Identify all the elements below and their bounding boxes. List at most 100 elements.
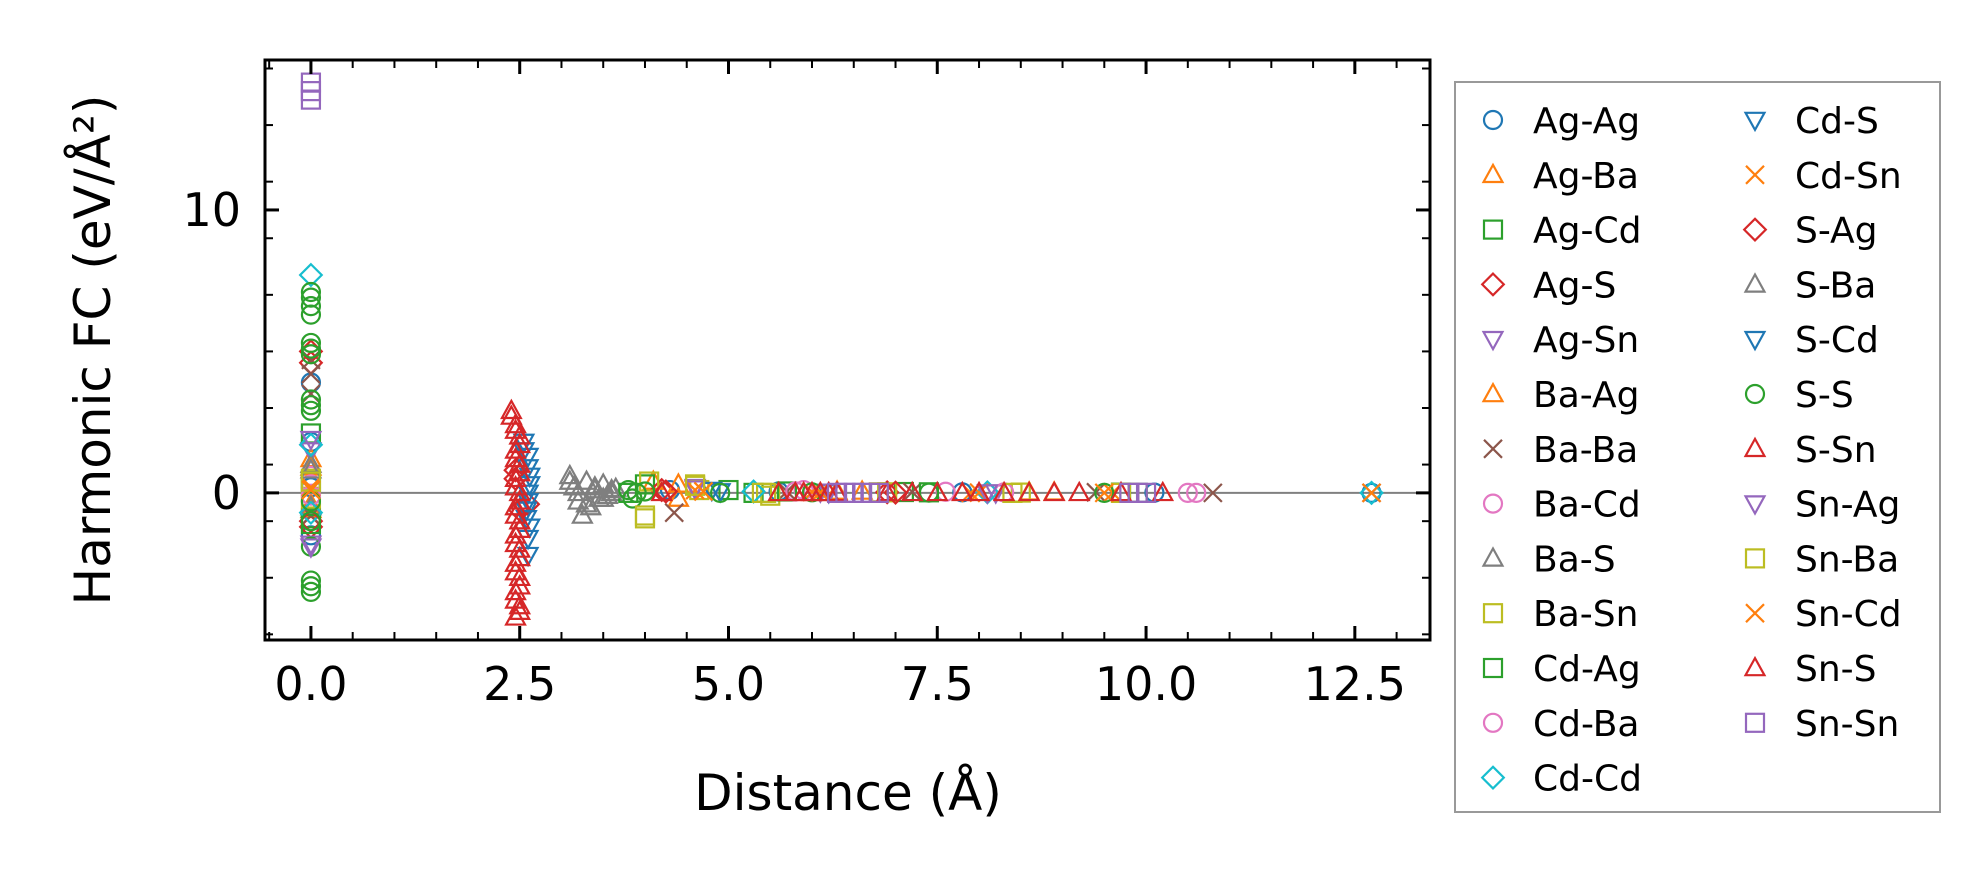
legend-marker	[1744, 548, 1766, 569]
data-point	[301, 480, 321, 500]
data-point	[575, 492, 598, 513]
data-point	[951, 480, 974, 502]
legend-marker	[1744, 712, 1766, 733]
legend-item: Ba-Ba	[1483, 430, 1638, 471]
x-tick-label: 5.0	[692, 657, 765, 711]
data-point	[300, 491, 322, 512]
legend-item: S-Sn	[1743, 430, 1877, 471]
data-point	[300, 395, 322, 416]
series-cd-sn	[301, 477, 1382, 503]
data-point	[685, 480, 705, 500]
legend-label: Ba-Ba	[1533, 430, 1638, 471]
data-point	[1135, 482, 1157, 503]
data-point	[1067, 480, 1091, 502]
legend-item: Cd-Sn	[1745, 156, 1902, 197]
data-point	[1151, 480, 1175, 502]
data-point	[1094, 483, 1115, 503]
legend-item: S-Cd	[1743, 320, 1879, 361]
legend-item: Sn-Sn	[1744, 704, 1899, 745]
data-point	[1186, 482, 1207, 503]
legend-marker	[1483, 439, 1503, 459]
legend-marker	[1482, 712, 1504, 733]
series-sn-s	[500, 404, 1175, 621]
legend-label: Cd-Ag	[1533, 649, 1641, 690]
data-point	[508, 489, 532, 510]
data-point	[504, 475, 527, 496]
legend-marker	[1745, 165, 1765, 185]
data-point	[1359, 480, 1384, 506]
x-tick-label: 12.5	[1304, 657, 1406, 711]
data-point	[1094, 482, 1115, 503]
legend-item: Cd-Cd	[1480, 759, 1642, 800]
data-point	[300, 296, 322, 317]
series-ag-s	[298, 339, 900, 540]
legend-item: Cd-S	[1743, 101, 1879, 142]
legend-label: Cd-Cd	[1533, 759, 1642, 800]
data-point	[299, 458, 323, 479]
x-tick-label: 2.5	[483, 657, 556, 711]
data-point	[639, 471, 660, 492]
data-point	[300, 281, 322, 303]
legend-item: Ag-Ag	[1482, 101, 1640, 142]
data-point	[508, 574, 532, 595]
data-point	[634, 505, 656, 526]
data-point	[558, 469, 582, 490]
data-point	[301, 477, 321, 497]
legend-item: Cd-Ag	[1482, 649, 1641, 690]
legend-item: Ag-Ba	[1481, 156, 1639, 197]
series-s-s	[300, 281, 1115, 603]
data-point	[504, 559, 527, 581]
legend-marker	[1481, 330, 1505, 352]
legend-label: Sn-Ag	[1795, 485, 1900, 526]
legend-box	[1454, 81, 1941, 813]
data-point	[504, 503, 527, 524]
data-point	[1017, 480, 1041, 502]
data-point	[500, 404, 523, 425]
data-point	[902, 482, 922, 502]
legend-label: Cd-Sn	[1795, 156, 1902, 197]
legend-marker	[1742, 217, 1768, 242]
data-point	[900, 480, 924, 502]
legend-label: Ag-Sn	[1533, 320, 1639, 361]
data-point	[1361, 482, 1382, 503]
data-point	[667, 486, 690, 507]
legend-label: Ag-S	[1533, 265, 1616, 306]
legend-item: Ba-Cd	[1482, 485, 1641, 526]
legend-item: S-S	[1744, 375, 1854, 416]
legend-label: Sn-S	[1795, 649, 1877, 690]
legend-marker	[1481, 546, 1505, 567]
legend-marker	[1743, 655, 1767, 677]
data-point	[1177, 482, 1198, 503]
legend-label: S-Ag	[1795, 211, 1878, 252]
data-point	[508, 599, 532, 621]
legend-marker	[1481, 381, 1505, 403]
data-point	[918, 482, 940, 503]
legend-marker	[1743, 436, 1767, 458]
legend-item: Ba-Ag	[1481, 375, 1639, 416]
legend-marker	[1743, 272, 1767, 293]
legend-item: Ag-Cd	[1482, 211, 1641, 252]
data-point	[684, 475, 706, 496]
legend-item: Sn-Ba	[1744, 539, 1899, 580]
data-point	[976, 484, 999, 505]
data-point	[300, 570, 322, 591]
legend-item: Ag-S	[1480, 265, 1616, 306]
data-point	[508, 460, 532, 482]
legend-item: Ba-Sn	[1482, 594, 1638, 635]
legend-item: Sn-Cd	[1745, 594, 1902, 635]
data-point	[664, 502, 684, 523]
legend-label: Ag-Ag	[1533, 101, 1640, 142]
x-tick-label: 10.0	[1095, 657, 1197, 711]
data-point	[300, 576, 322, 597]
legend-marker	[1743, 330, 1767, 352]
data-point	[515, 510, 538, 531]
legend-label: Ag-Cd	[1533, 211, 1641, 252]
data-point	[298, 262, 324, 288]
legend-item: Cd-Ba	[1482, 704, 1639, 745]
legend-label: S-S	[1795, 375, 1854, 416]
legend-marker	[1744, 383, 1766, 405]
data-point	[1002, 482, 1023, 503]
legend-marker	[1480, 272, 1506, 297]
legend-label: Ba-Sn	[1533, 594, 1638, 635]
data-point	[751, 482, 772, 503]
